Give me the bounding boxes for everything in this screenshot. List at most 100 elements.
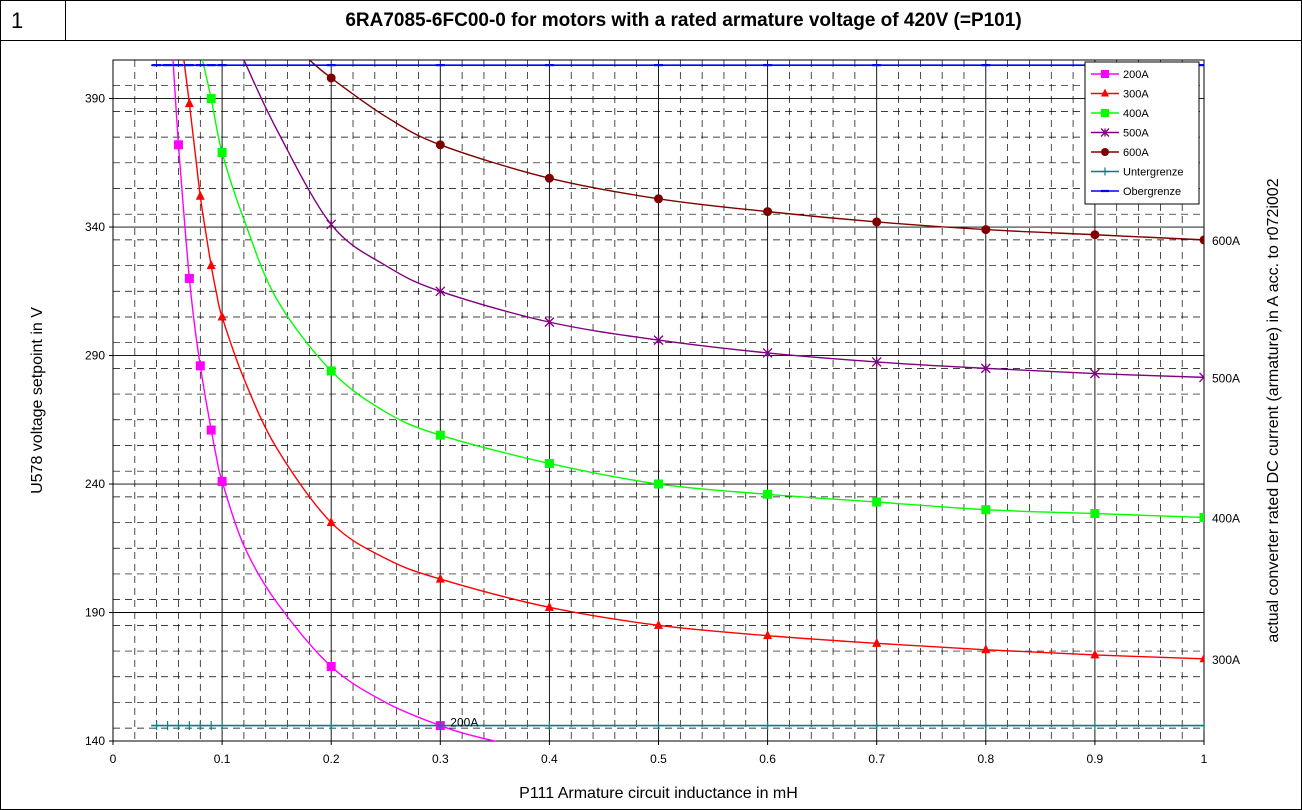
data-point-400a [872,497,882,507]
data-point-300a [1090,649,1100,659]
data-point-300a [654,619,663,629]
data-point-200a [173,140,183,150]
legend-entry-300a: 300A [1123,89,1149,101]
legend-marker-200a [1101,70,1109,78]
x-tick-label: 0.6 [759,752,776,766]
series-layer [151,60,1204,741]
data-point-400a [435,430,445,440]
data-point-untergrenze [544,721,554,731]
data-point-600a [981,225,991,235]
data-point-400a [217,148,227,158]
data-point-500a [762,347,773,358]
series-line-300a [183,60,1204,660]
series-line-400a [201,60,1204,519]
data-point-untergrenze [152,721,162,731]
series-300a [183,60,1204,663]
data-point-300a [981,644,991,654]
axes: 0 0.1 0.2 0.3 0.4 0.5 0.6 0.7 0.8 0.9 1 140 190 240 29… [29,59,1282,802]
legend-entry-600a: 600A [1123,147,1149,159]
data-point-200a [206,425,216,435]
y-tick-label: 240 [85,477,105,491]
end-label-300a: 300A [1212,653,1240,667]
legend-marker-400a [1101,109,1109,117]
series-line-600a [308,60,1204,241]
legend-entry-400a: 400A [1123,108,1149,120]
series-500a [243,60,1204,383]
data-point-untergrenze [163,721,173,731]
data-point-untergrenze [195,721,205,731]
data-point-600a [654,194,663,204]
y-tick-label: 290 [85,349,105,363]
x-axis-label: P111 Armature circuit inductance in mH [519,785,798,802]
data-point-300a [435,573,445,583]
legend-marker-300a [1101,88,1109,97]
series-400a [201,60,1204,522]
data-point-400a [1090,509,1100,519]
data-point-500a [435,286,446,297]
end-label-200a: 200A [450,716,478,730]
series-line-200a [172,60,498,741]
legend-marker-600a [1101,148,1109,156]
data-point-untergrenze [206,721,216,731]
data-point-600a [763,207,773,217]
data-point-600a [872,217,882,227]
end-label-400a: 400A [1212,511,1240,525]
data-point-600a [326,73,336,83]
x-tick-label: 0 [110,752,117,766]
data-point-500a [1089,368,1100,379]
legend-entry-200a: 200A [1123,69,1149,81]
legend-entry-500a: 500A [1123,128,1149,140]
grid [113,60,1205,742]
legend-entry-untergrenze: Untergrenze [1123,167,1184,179]
data-point-300a [206,260,216,270]
data-point-400a [544,458,554,468]
y-axis-label: U578 voltage setpoint in V [29,307,46,494]
legend-entry-obergrenze: Obergrenze [1123,186,1181,198]
data-point-300a [217,311,227,321]
x-tick-label: 0.4 [541,752,558,766]
data-point-400a [981,505,991,515]
data-point-200a [326,661,336,671]
y-tick-label: 340 [85,220,105,234]
data-point-untergrenze [763,721,773,731]
data-point-untergrenze [173,721,183,731]
x-tick-label: 0.3 [432,752,449,766]
y-tick-label: 190 [85,606,105,620]
data-point-200a [184,273,194,283]
data-point-200a [195,361,205,371]
labels: 200A 300A 400A 500A 600A [450,234,1240,730]
data-point-500a [980,363,991,374]
y-tick-label: 390 [85,92,105,106]
data-point-500a [1199,372,1204,383]
data-point-300a [544,601,554,611]
series-600a [308,60,1204,245]
data-point-200a [217,476,227,486]
legend-marker-500a [1100,128,1110,137]
data-point-500a [653,335,664,346]
legend: 200A 300A 400A 500A 600A Untergrenze Obergrenz… [1084,61,1200,205]
data-point-300a [184,98,194,108]
data-point-untergrenze [654,721,663,731]
data-point-untergrenze [1199,721,1204,731]
data-point-600a [1090,230,1100,240]
legend-marker-untergrenze [1101,167,1109,176]
end-label-600a: 600A [1212,234,1240,248]
data-point-600a [1199,235,1204,245]
data-point-500a [326,219,337,230]
series-200a [172,60,498,741]
x-tick-label: 0.1 [214,752,231,766]
data-point-untergrenze [1090,721,1100,731]
page-number: 1 [0,0,66,41]
legend-box [1084,61,1200,205]
data-point-300a [195,190,205,200]
x-tick-label: 0.5 [650,752,667,766]
data-point-400a [1199,512,1204,522]
end-label-500a: 500A [1212,371,1240,385]
data-point-300a [872,637,882,647]
data-point-400a [763,489,773,499]
data-point-untergrenze [184,721,194,731]
data-point-300a [763,630,773,640]
data-point-untergrenze [981,721,991,731]
